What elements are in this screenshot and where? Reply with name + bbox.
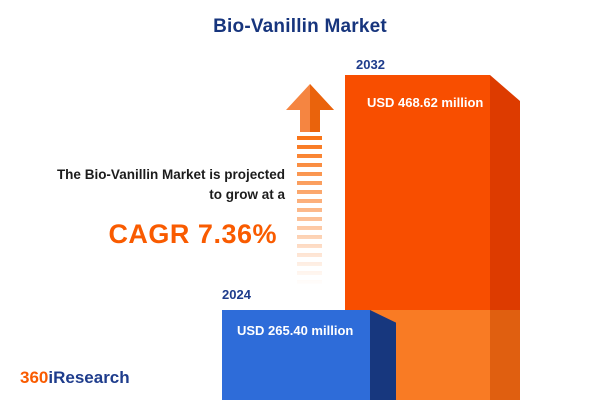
- growth-arrow-icon: [286, 84, 334, 132]
- bar-2032-lower-side: [490, 310, 520, 400]
- page-title: Bio-Vanillin Market: [213, 16, 387, 37]
- bar-2024-side-face: [370, 310, 396, 400]
- year-label-2032: 2032: [356, 57, 385, 72]
- brand-logo: 360iResearch: [20, 368, 130, 388]
- value-label-2024: USD 265.40 million: [237, 323, 354, 338]
- logo-360: 360: [20, 368, 49, 387]
- description-line-2: to grow at a: [209, 187, 285, 203]
- logo-iresearch: iResearch: [48, 368, 130, 387]
- value-label-2032: USD 468.62 million: [367, 95, 484, 110]
- bar-2024: [222, 310, 370, 400]
- growth-arrow-tail: [297, 136, 322, 286]
- cagr-text: CAGR 7.36%: [108, 218, 277, 249]
- year-label-2024: 2024: [222, 287, 251, 302]
- description-text: The Bio-Vanillin Market is projected to …: [0, 165, 285, 254]
- description-line-1: The Bio-Vanillin Market is projected: [56, 167, 285, 182]
